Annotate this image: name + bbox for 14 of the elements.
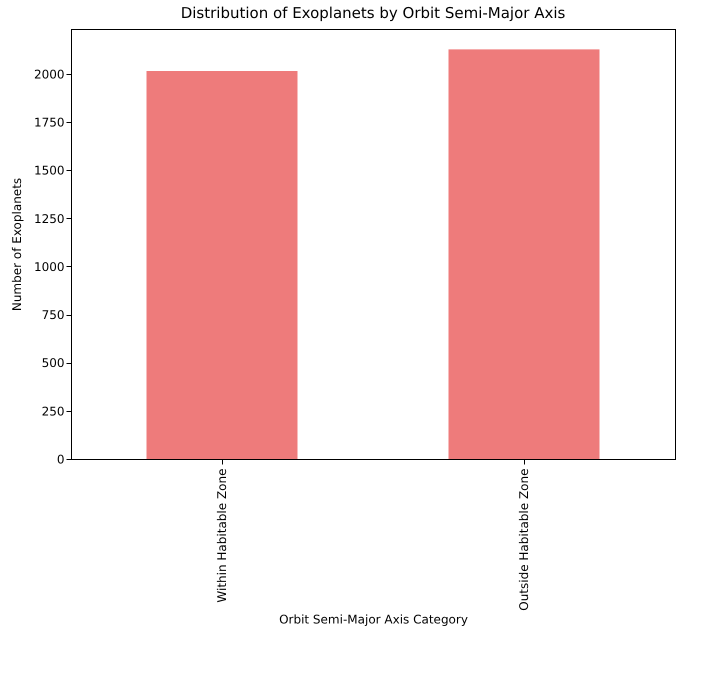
y-axis-title: Number of Exoplanets (10, 178, 24, 312)
x-tick-label: Outside Habitable Zone (517, 468, 531, 611)
y-tick-label: 750 (42, 308, 64, 322)
y-tick-label: 1250 (34, 212, 64, 226)
y-tick-label: 2000 (34, 67, 64, 82)
y-tick-label: 1750 (34, 116, 64, 130)
y-tick-label: 1000 (34, 260, 64, 274)
chart-title: Distribution of Exoplanets by Orbit Semi-Major Axis (180, 4, 566, 22)
y-tick-label: 0 (56, 452, 64, 466)
x-tick-label: Within Habitable Zone (215, 468, 229, 603)
x-axis-title: Orbit Semi-Major Axis Category (279, 612, 468, 627)
y-tick-label: 250 (42, 404, 64, 418)
y-tick-label: 500 (42, 356, 64, 370)
y-tick-label: 1500 (34, 164, 64, 178)
